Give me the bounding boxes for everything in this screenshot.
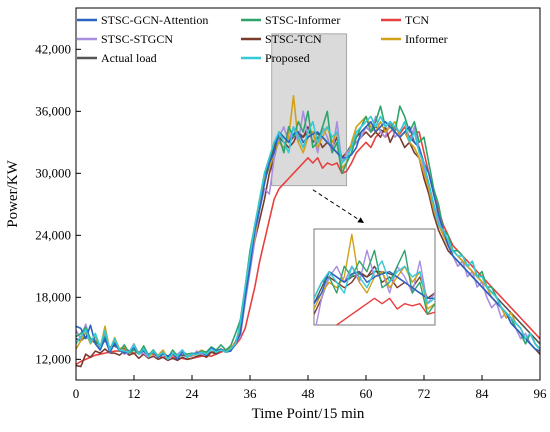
- legend-label: Actual load: [101, 51, 157, 65]
- x-tick-label: 60: [360, 386, 373, 401]
- x-tick-label: 36: [244, 386, 258, 401]
- legend: STSC-GCN-Attention STSC-Informer TCN STSC-S…: [77, 13, 448, 65]
- legend-label: STSC-GCN-Attention: [101, 13, 208, 27]
- x-tick-label: 72: [418, 386, 431, 401]
- x-tick-label: 48: [302, 386, 315, 401]
- y-axis-title: Power/KW: [5, 159, 21, 227]
- y-tick-label: 18,000: [35, 289, 71, 304]
- legend-label: TCN: [405, 13, 429, 27]
- legend-label: STSC-STGCN: [101, 32, 173, 46]
- axes: 0 12 24 36 48 60 72 84 96 12,000 18,000 24,000 30,00…: [35, 41, 547, 401]
- inset-series-line: [314, 270, 435, 305]
- x-tick-label: 96: [534, 386, 548, 401]
- inset-series-line: [335, 297, 435, 325]
- y-tick-label: 24,000: [35, 227, 71, 242]
- legend-item: STSC-STGCN: [77, 32, 173, 46]
- series-layer: [75, 95, 541, 368]
- legend-item: TCN: [381, 13, 429, 27]
- legend-item: STSC-TCN: [241, 32, 322, 46]
- legend-label: Proposed: [265, 51, 310, 65]
- y-tick-label: 30,000: [35, 165, 71, 180]
- legend-label: STSC-Informer: [265, 13, 340, 27]
- zoom-connector-arrow: [312, 189, 365, 224]
- legend-item: STSC-GCN-Attention: [77, 13, 208, 27]
- y-tick-label: 36,000: [35, 103, 71, 118]
- legend-label: Informer: [405, 32, 448, 46]
- zoom-highlight: [271, 33, 348, 187]
- y-tick-label: 12,000: [35, 351, 71, 366]
- y-tick-label: 42,000: [35, 41, 71, 56]
- x-tick-label: 12: [128, 386, 141, 401]
- x-tick-label: 84: [476, 386, 490, 401]
- x-tick-label: 0: [73, 386, 80, 401]
- legend-item: Informer: [381, 32, 448, 46]
- legend-item: Proposed: [241, 51, 310, 65]
- legend-item: Actual load: [77, 51, 157, 65]
- x-tick-label: 24: [186, 386, 200, 401]
- legend-label: STSC-TCN: [265, 32, 322, 46]
- zoom-inset: [312, 189, 436, 326]
- inset-series: [314, 233, 435, 325]
- inset-series-line: [314, 260, 435, 305]
- x-axis-title: Time Point/15 min: [252, 406, 365, 422]
- legend-item: STSC-Informer: [241, 13, 340, 27]
- series-line: [75, 115, 541, 361]
- zoom-highlight-box: [271, 33, 348, 187]
